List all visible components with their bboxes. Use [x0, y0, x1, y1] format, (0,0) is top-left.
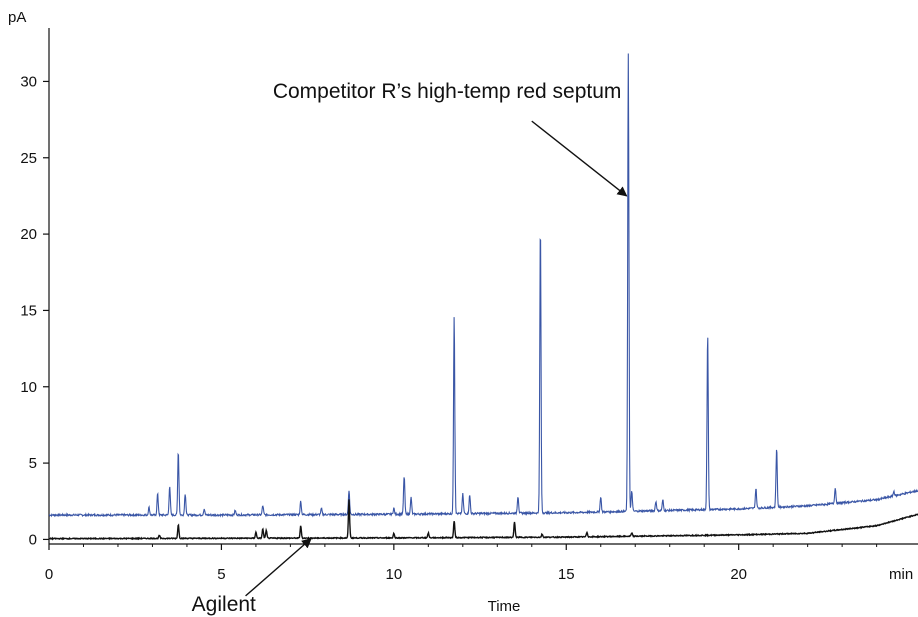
x-ticks: 0 5 10 15 20: [45, 544, 878, 583]
y-tick-label: 25: [20, 150, 37, 167]
x-tick-label: 5: [217, 566, 225, 583]
y-tick-label: 5: [29, 455, 37, 472]
annotation-label: Competitor R’s high-temp red septum: [273, 80, 622, 103]
x-tick-label: 15: [558, 566, 575, 583]
y-tick-label: 30: [20, 73, 37, 90]
axes: 0 5 10 15 20 25 30 0 5 10 15 20 pA min Time: [8, 9, 918, 615]
x-tick-label: 0: [45, 566, 53, 583]
y-axis-unit-label: pA: [8, 9, 26, 26]
x-tick-label: 20: [730, 566, 747, 583]
y-ticks: 0 5 10 15 20 25 30: [20, 73, 49, 548]
x-axis-title: Time: [488, 598, 521, 615]
x-tick-label: 10: [385, 566, 402, 583]
traces: [48, 53, 918, 541]
annotation-arrow: [245, 537, 312, 597]
x-axis-unit-label: min: [889, 566, 913, 583]
y-tick-label: 20: [20, 226, 37, 243]
y-tick-label: 10: [20, 379, 37, 396]
annotations: Competitor R’s high-temp red septum Agile…: [192, 80, 628, 616]
series-line-competitor: [48, 53, 918, 518]
y-tick-label: 0: [29, 531, 37, 548]
y-tick-label: 15: [20, 302, 37, 319]
annotation-arrow: [531, 120, 628, 197]
series-line-agilent: [48, 499, 918, 541]
annotation-label: Agilent: [192, 593, 256, 616]
